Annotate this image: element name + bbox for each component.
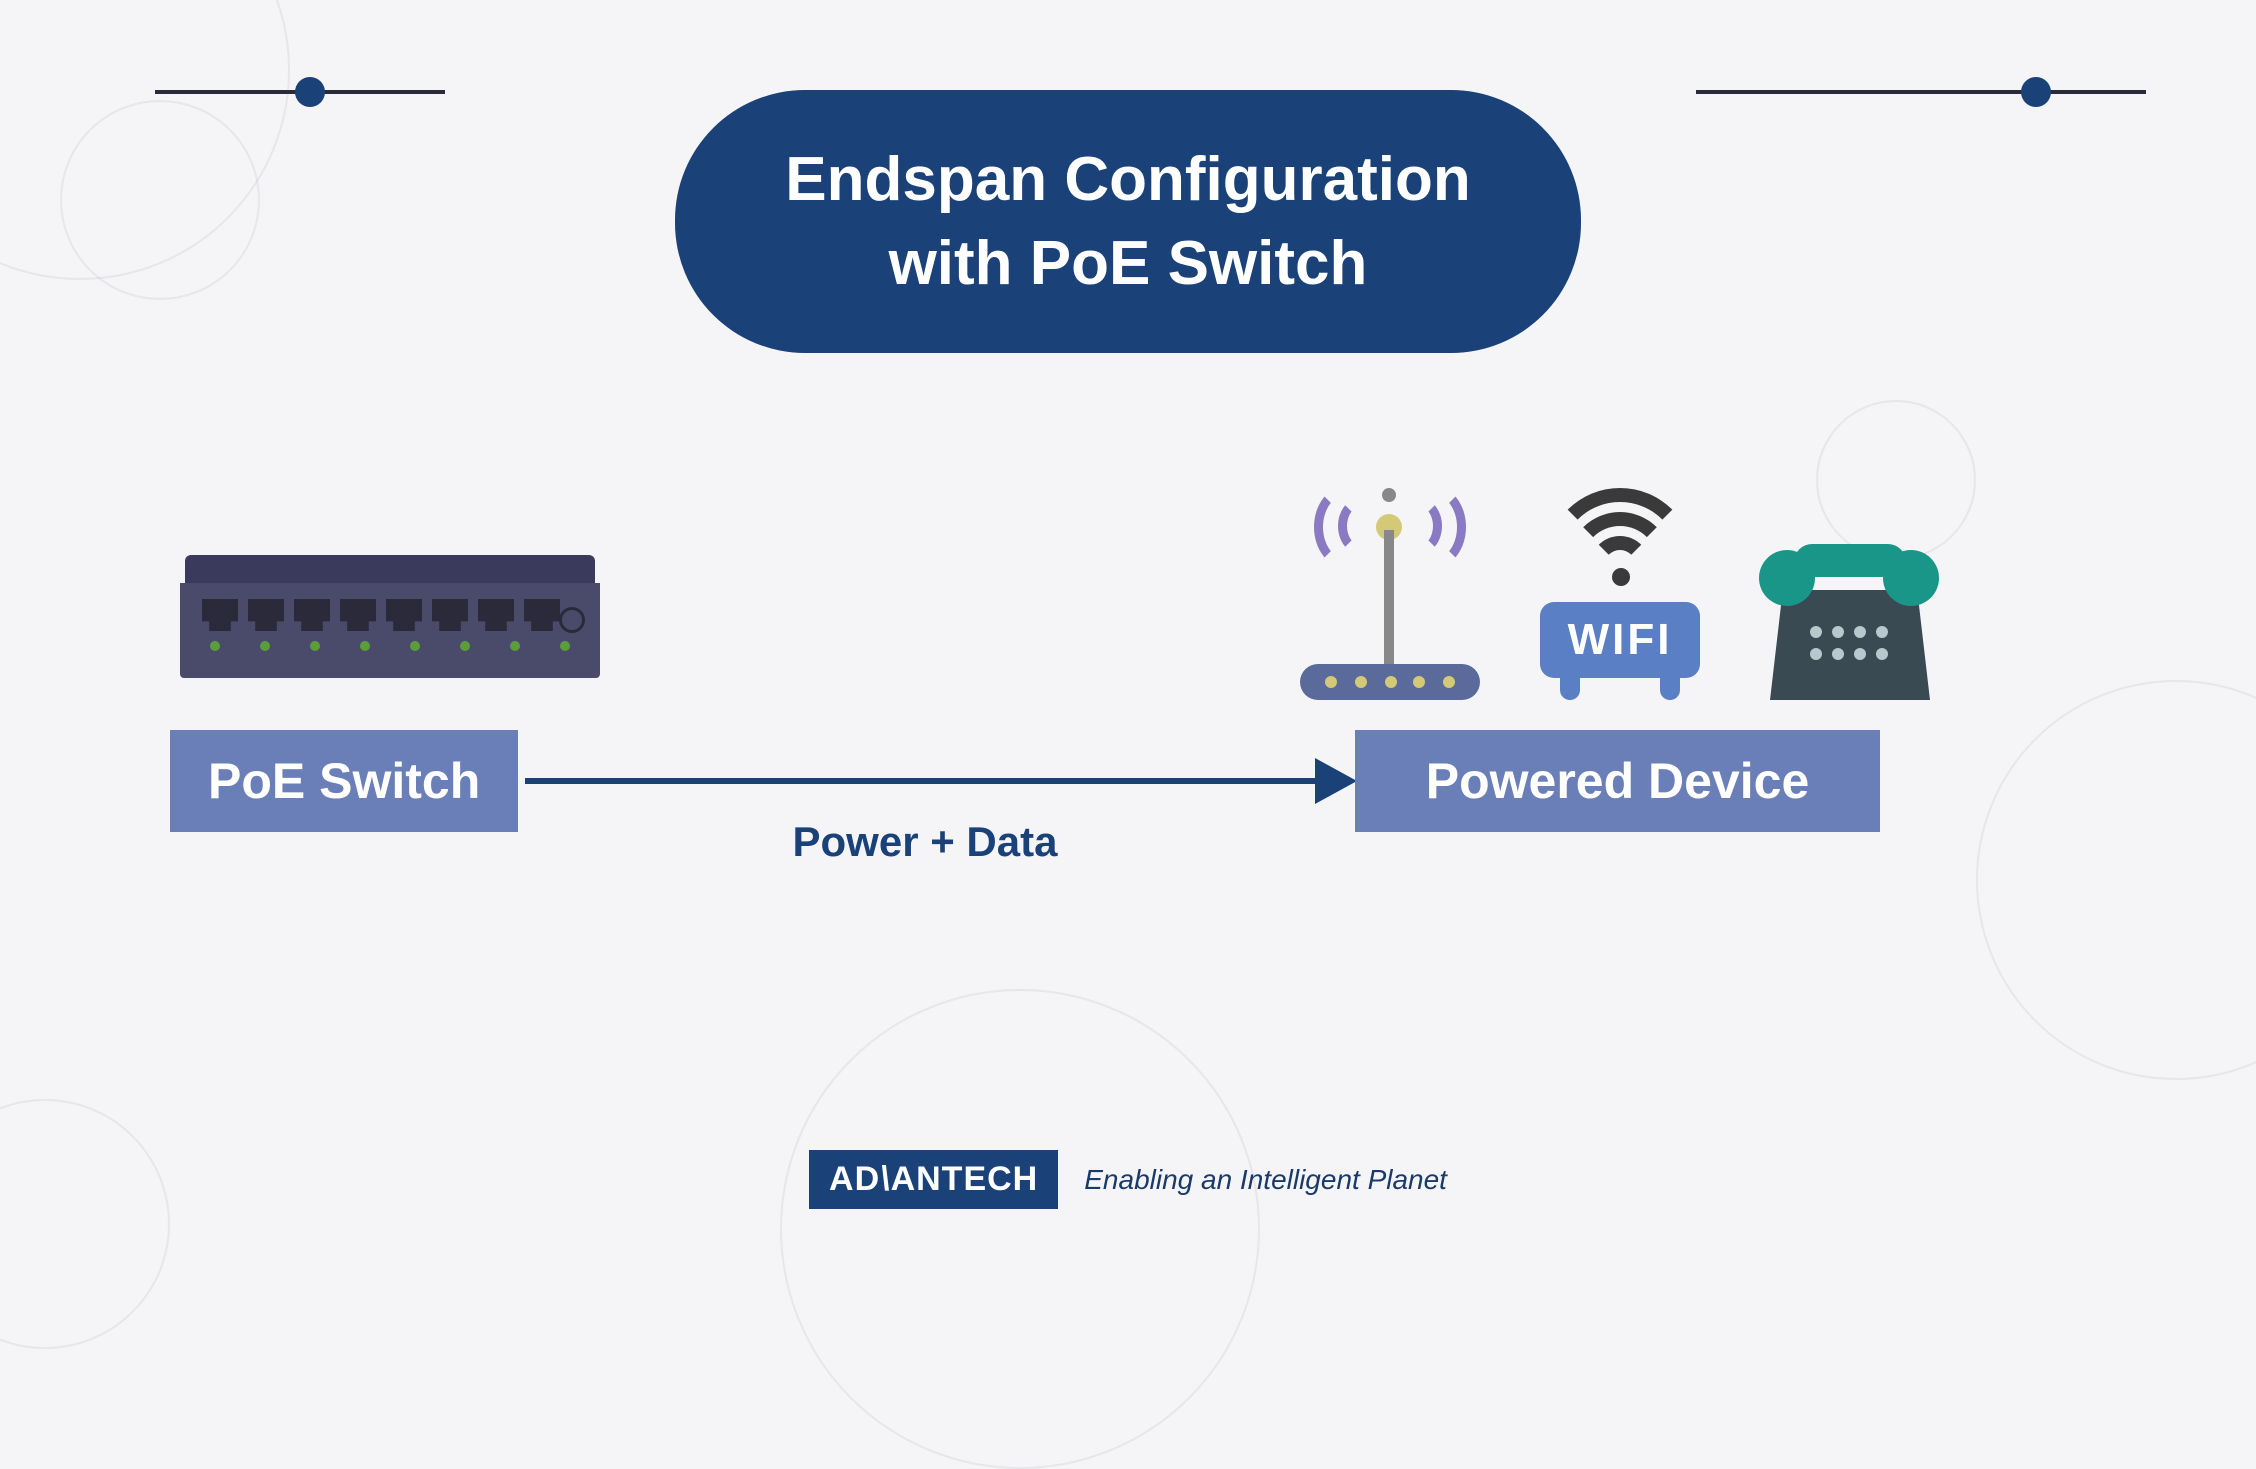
source-label-text: PoE Switch — [208, 753, 480, 809]
ethernet-port-icon — [386, 599, 422, 631]
title-line1: Endspan Configuration — [785, 145, 1470, 214]
diagram-content: PoE Switch Power + Data Powered Device W — [0, 500, 2256, 950]
antenna-base — [1300, 664, 1480, 700]
footer: AD\ANTECH Enabling an Intelligent Planet — [0, 1150, 2256, 1209]
status-led-icon — [260, 641, 270, 651]
title-line2: with PoE Switch — [889, 229, 1368, 298]
title-section: Endspan Configuration with PoE Switch — [0, 90, 2256, 353]
wifi-leg — [1660, 674, 1680, 700]
wifi-signal-icon — [1590, 536, 1650, 596]
antenna-pole — [1384, 530, 1394, 680]
wifi-leg — [1560, 674, 1580, 700]
phone-key-icon — [1832, 626, 1844, 638]
connection-arrow — [525, 778, 1325, 784]
phone-key-icon — [1876, 648, 1888, 660]
source-label: PoE Switch — [170, 730, 518, 832]
phone-key-icon — [1854, 626, 1866, 638]
ethernet-port-icon — [478, 599, 514, 631]
status-led-icon — [360, 641, 370, 651]
switch-body — [180, 583, 600, 678]
wifi-label: WIFI — [1568, 615, 1673, 664]
status-led-icon — [410, 641, 420, 651]
status-led-icon — [310, 641, 320, 651]
status-led-icon — [560, 641, 570, 651]
phone-keypad — [1810, 626, 1888, 660]
arrow-head-icon — [1315, 758, 1357, 804]
wifi-dot-icon — [1612, 568, 1630, 586]
connection-label: Power + Data — [520, 818, 1330, 866]
switch-indicator-icon — [559, 607, 585, 633]
ethernet-port-icon — [294, 599, 330, 631]
switch-top — [185, 555, 595, 583]
title-dot-right — [2021, 77, 2051, 107]
phone-key-icon — [1810, 648, 1822, 660]
target-label: Powered Device — [1355, 730, 1880, 832]
status-led-icon — [460, 641, 470, 651]
switch-leds — [210, 641, 570, 651]
wifi-router-icon: WIFI — [1530, 500, 1710, 700]
ip-phone-icon — [1750, 510, 1950, 700]
phone-key-icon — [1810, 626, 1822, 638]
wifi-box: WIFI — [1540, 602, 1700, 678]
brand-tagline: Enabling an Intelligent Planet — [1084, 1164, 1447, 1196]
ethernet-port-icon — [340, 599, 376, 631]
phone-key-icon — [1854, 648, 1866, 660]
phone-key-icon — [1832, 648, 1844, 660]
status-led-icon — [510, 641, 520, 651]
title-dot-left — [295, 77, 325, 107]
page-title: Endspan Configuration with PoE Switch — [675, 90, 1580, 353]
phone-key-icon — [1876, 626, 1888, 638]
ethernet-port-icon — [432, 599, 468, 631]
ethernet-port-icon — [202, 599, 238, 631]
status-led-icon — [210, 641, 220, 651]
title-connector-right — [1696, 90, 2146, 94]
ethernet-port-icon — [248, 599, 284, 631]
antenna-tower-icon — [1290, 480, 1490, 700]
target-label-text: Powered Device — [1426, 753, 1810, 809]
signal-wave-icon — [1402, 486, 1466, 568]
phone-handset — [1754, 534, 1944, 604]
poe-switch-icon — [185, 555, 600, 678]
title-connector-left — [155, 90, 445, 94]
handset-end — [1759, 550, 1815, 606]
bg-decoration — [0, 1099, 170, 1349]
powered-devices-group: WIFI — [1290, 480, 1950, 700]
ethernet-port-icon — [524, 599, 560, 631]
switch-ports — [202, 599, 560, 631]
brand-logo: AD\ANTECH — [809, 1150, 1058, 1209]
antenna-tip — [1382, 488, 1396, 502]
handset-end — [1883, 550, 1939, 606]
brand-name: AD\ANTECH — [829, 1160, 1038, 1198]
bg-decoration — [780, 989, 1260, 1469]
